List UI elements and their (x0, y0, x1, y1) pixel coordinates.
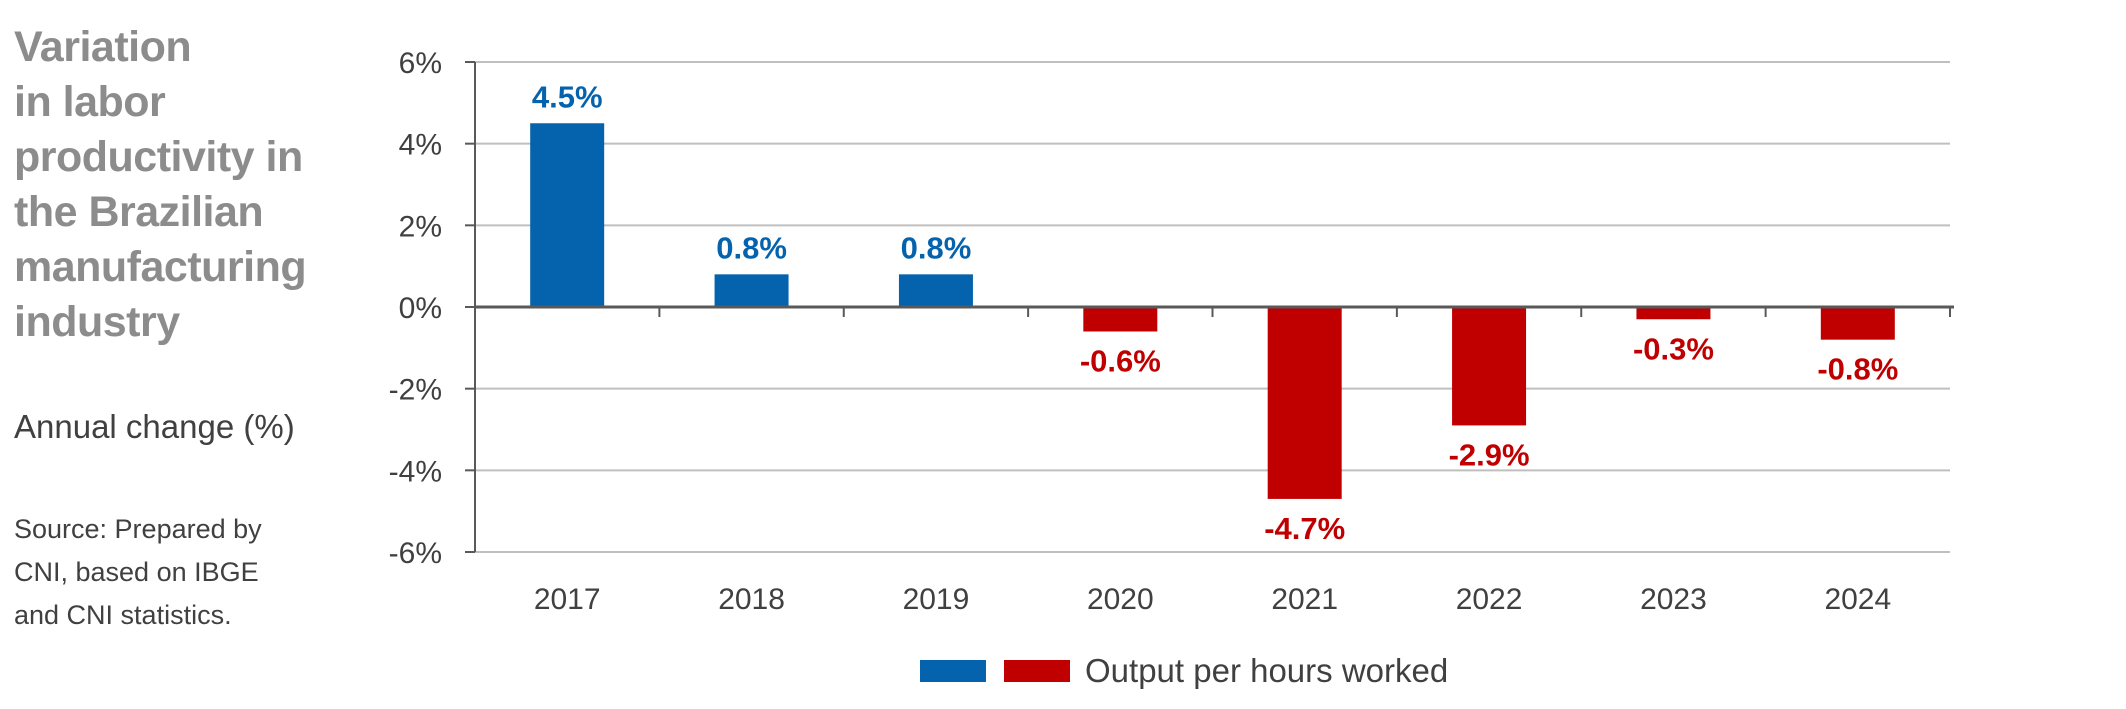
x-tick-label: 2021 (1271, 583, 1338, 616)
data-label-2022: -2.9% (1449, 437, 1530, 472)
y-tick-label: -2% (389, 374, 442, 407)
data-label-2023: -0.3% (1633, 331, 1714, 366)
x-tick-label: 2020 (1087, 583, 1154, 616)
chart-title: Variation in labor productivity in the B… (14, 23, 307, 346)
bar-2019 (898, 274, 973, 307)
x-tick-label: 2017 (534, 583, 601, 616)
data-label-2017: 4.5% (532, 79, 603, 114)
x-tick-label: 2019 (903, 583, 970, 616)
x-tick-label: 2022 (1456, 583, 1523, 616)
x-tick-label: 2024 (1824, 583, 1891, 616)
y-tick-label: -6% (389, 537, 442, 570)
y-tick-label: 2% (399, 210, 442, 243)
x-tick-label: 2018 (718, 583, 785, 616)
x-tick-label: 2023 (1640, 583, 1707, 616)
sidebar: Variation in labor productivity in the B… (14, 20, 344, 350)
data-label-2024: -0.8% (1817, 352, 1898, 387)
data-label-2020: -0.6% (1080, 344, 1161, 379)
legend-swatch-positive (920, 660, 986, 682)
data-label-2018: 0.8% (716, 230, 787, 265)
bar-2017 (530, 123, 605, 307)
data-label-2019: 0.8% (901, 230, 972, 265)
bar-2022 (1452, 307, 1527, 426)
y-tick-label: 6% (399, 47, 442, 80)
bar-2024 (1820, 307, 1895, 340)
bar-2020 (1083, 307, 1158, 332)
y-tick-label: -4% (389, 455, 442, 488)
bar-2021 (1267, 307, 1342, 499)
bar-2018 (714, 274, 789, 307)
y-tick-label: 0% (399, 292, 442, 325)
data-label-2021: -4.7% (1264, 511, 1345, 546)
y-tick-label: 4% (399, 129, 442, 162)
source-note: Source: Prepared by CNI, based on IBGE a… (14, 514, 262, 630)
bar-2023 (1636, 307, 1711, 320)
chart-subtitle: Annual change (%) (14, 408, 295, 445)
legend-swatch-negative (1004, 660, 1070, 682)
legend-label: Output per hours worked (1085, 652, 1448, 689)
